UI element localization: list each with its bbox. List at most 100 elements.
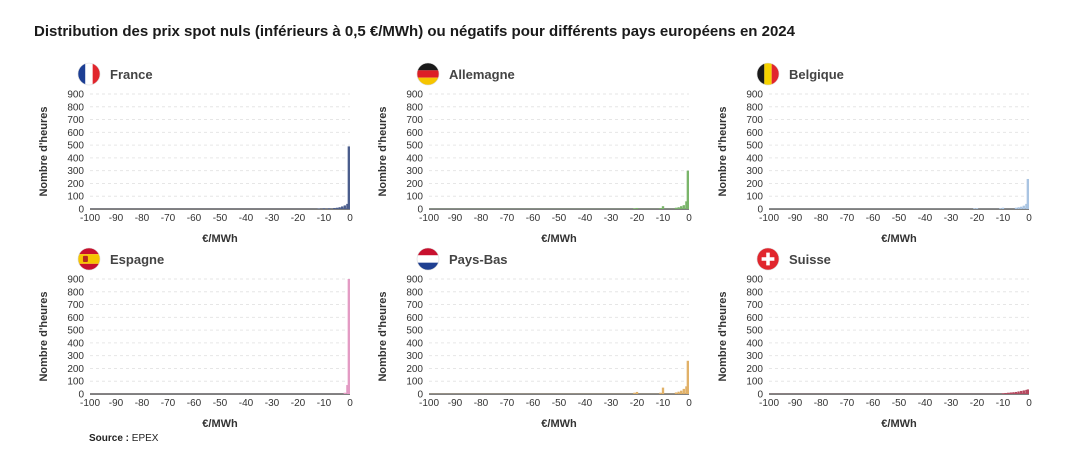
y-tick-label: 700: [406, 300, 423, 311]
x-tick-label: -20: [970, 213, 985, 224]
data-bar: [674, 392, 678, 394]
x-tick-label: -50: [552, 213, 567, 224]
y-axis-label: Nombre d'heures: [377, 291, 389, 381]
data-bar: [682, 205, 685, 209]
x-tick-label: -50: [213, 213, 228, 224]
data-bar: [973, 208, 976, 209]
y-tick-label: 300: [746, 166, 763, 177]
x-tick-label: -30: [604, 398, 619, 409]
x-tick-label: -50: [892, 213, 907, 224]
x-tick-label: -90: [448, 213, 463, 224]
data-bar: [1009, 392, 1012, 394]
y-tick-label: 700: [746, 300, 763, 311]
data-bar: [333, 207, 336, 209]
y-tick-label: 200: [406, 364, 423, 375]
x-tick-label: -30: [604, 213, 619, 224]
x-tick-label: -10: [317, 213, 332, 224]
chart-panel-pays-bas: Pays-Bas0100200300400500600700800900-100…: [377, 247, 692, 430]
x-tick-label: -60: [187, 213, 202, 224]
x-tick-label: -80: [474, 213, 489, 224]
data-bar: [975, 208, 979, 209]
y-tick-label: 500: [746, 141, 763, 152]
y-tick-label: 300: [406, 351, 423, 362]
data-bar: [1007, 392, 1010, 394]
y-tick-label: 800: [746, 287, 763, 298]
y-tick-label: 900: [67, 90, 84, 101]
x-axis-label: €/MWh: [202, 233, 238, 245]
y-tick-label: 100: [406, 192, 423, 203]
data-bar: [680, 390, 683, 394]
y-tick-label: 900: [746, 275, 763, 286]
data-bar: [322, 208, 326, 209]
y-tick-label: 800: [406, 102, 423, 113]
x-tick-label: -70: [840, 213, 855, 224]
data-bar: [1004, 392, 1007, 394]
y-tick-label: 700: [67, 115, 84, 126]
x-tick-label: -100: [759, 213, 779, 224]
x-tick-label: -40: [578, 213, 593, 224]
x-tick-label: -10: [996, 398, 1011, 409]
source-value: EPEX: [131, 433, 159, 444]
x-tick-label: -70: [161, 398, 176, 409]
data-bar: [659, 392, 662, 394]
x-tick-label: -80: [135, 213, 150, 224]
germany-flag-icon: [417, 63, 439, 85]
x-tick-label: -20: [291, 213, 306, 224]
data-bar: [661, 206, 665, 209]
data-bar: [1022, 390, 1025, 394]
y-tick-label: 800: [406, 287, 423, 298]
x-tick-label: -40: [918, 213, 933, 224]
data-bar: [1026, 389, 1029, 394]
y-tick-label: 0: [757, 390, 763, 401]
x-tick-label: -90: [788, 398, 803, 409]
x-tick-label: -80: [474, 398, 489, 409]
y-tick-label: 100: [746, 192, 763, 203]
chart-title: Pays-Bas: [449, 252, 508, 267]
x-tick-label: -40: [239, 398, 254, 409]
y-tick-label: 900: [406, 90, 423, 101]
x-axis-label: €/MWh: [541, 418, 577, 430]
y-tick-label: 500: [406, 326, 423, 337]
x-tick-label: -90: [109, 213, 124, 224]
y-tick-label: 400: [67, 153, 84, 164]
data-bar: [347, 279, 350, 394]
switzerland-flag-icon: [757, 248, 779, 270]
source-label: Source :: [89, 433, 130, 444]
y-tick-label: 600: [406, 313, 423, 324]
chart-title: Suisse: [789, 252, 831, 267]
data-bar: [685, 201, 688, 209]
chart-title: Belgique: [789, 67, 844, 82]
data-bar: [1012, 392, 1015, 394]
source-note: Source : EPEX: [89, 433, 158, 444]
chart-panel-belgique: Belgique0100200300400500600700800900-100…: [717, 62, 1032, 245]
x-tick-label: 0: [686, 398, 692, 409]
data-bar: [341, 206, 344, 209]
x-tick-label: -60: [526, 213, 541, 224]
data-bar: [1026, 178, 1029, 209]
y-tick-label: 400: [746, 338, 763, 349]
x-tick-label: -20: [970, 398, 985, 409]
y-axis-label: Nombre d'heures: [377, 106, 389, 196]
y-tick-label: 100: [67, 192, 84, 203]
x-axis-label: €/MWh: [881, 418, 917, 430]
y-tick-label: 300: [746, 351, 763, 362]
x-tick-label: -10: [317, 398, 332, 409]
data-bar: [343, 392, 346, 394]
y-tick-label: 500: [67, 141, 84, 152]
y-tick-label: 400: [406, 153, 423, 164]
data-bar: [999, 208, 1002, 209]
y-tick-label: 600: [746, 128, 763, 139]
data-bar: [1022, 205, 1025, 209]
data-bar: [346, 203, 349, 209]
spain-flag-icon: [78, 248, 100, 270]
y-tick-label: 600: [746, 313, 763, 324]
x-tick-label: -10: [656, 398, 671, 409]
chart-panel-espagne: Espagne0100200300400500600700800900-100-…: [38, 247, 353, 430]
france-flag-icon: [78, 63, 100, 85]
y-tick-label: 0: [757, 205, 763, 216]
chart-title: France: [110, 67, 153, 82]
data-bar: [1020, 390, 1023, 394]
x-tick-label: -100: [419, 398, 439, 409]
